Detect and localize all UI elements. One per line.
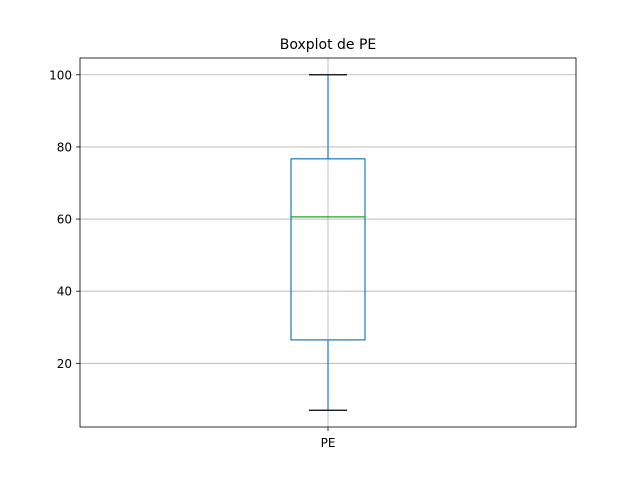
x-tick-label: PE [321, 436, 336, 450]
y-tick-label: 60 [57, 213, 72, 227]
box-layer [290, 74, 366, 411]
y-tick-label: 20 [57, 357, 72, 371]
y-axis-ticks: 20 40 60 80 100 [49, 68, 80, 371]
y-tick-label: 100 [49, 68, 72, 82]
x-axis-ticks: PE [321, 427, 336, 450]
y-tick-label: 40 [57, 285, 72, 299]
chart-title: Boxplot de PE [280, 37, 377, 53]
iqr-box [290, 158, 366, 341]
y-tick-label: 80 [57, 140, 72, 154]
